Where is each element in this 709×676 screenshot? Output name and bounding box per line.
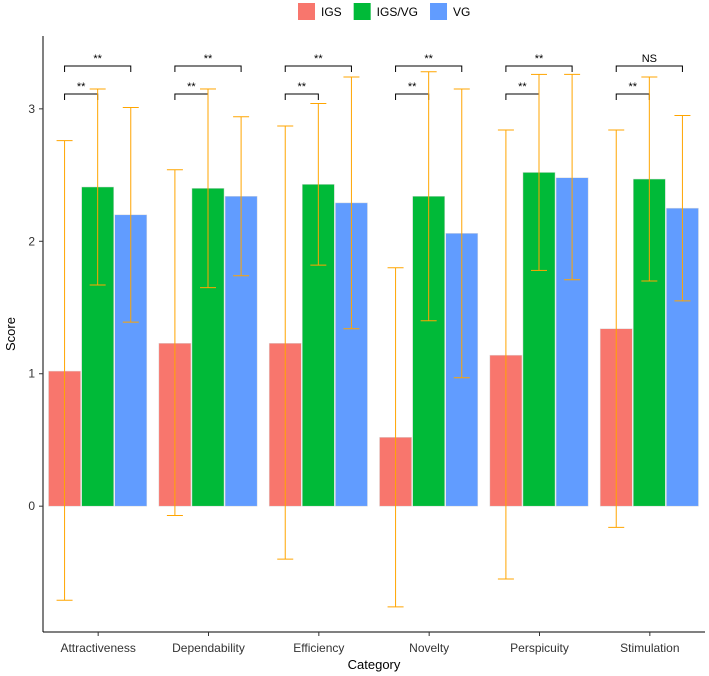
significance-label: ** xyxy=(93,53,102,65)
bars xyxy=(48,172,699,507)
significance-label: ** xyxy=(424,53,433,65)
y-tick-label: 2 xyxy=(28,234,35,248)
y-tick-label: 3 xyxy=(28,102,35,116)
legend-label-vg: VG xyxy=(453,5,470,19)
error-bar-vg-perspicuity xyxy=(564,73,581,281)
bracket-igs-vs-vg-novelty: ** xyxy=(395,53,463,72)
legend-swatch-igs xyxy=(298,3,315,20)
x-tick-label: Stimulation xyxy=(620,641,679,655)
bracket-igs-vs-vg-dependability: ** xyxy=(174,53,242,72)
legend-item-igs-vg: IGS/VG xyxy=(353,3,418,20)
legend-item-igs: IGS xyxy=(298,3,342,20)
y-tick-label: 0 xyxy=(28,499,35,513)
legend-item-vg: VG xyxy=(430,3,470,20)
significance-label: ** xyxy=(298,81,307,93)
significance-label: ** xyxy=(629,81,638,93)
error-bar-vg-attractiveness xyxy=(122,107,139,323)
x-tick-label: Dependability xyxy=(172,641,245,655)
significance-label: ** xyxy=(77,81,86,93)
error-bar-igs-vg-efficiency xyxy=(310,103,327,266)
significance-label: ** xyxy=(187,81,196,93)
error-bars xyxy=(56,71,691,608)
error-bar-igs-vg-dependability xyxy=(200,88,216,289)
error-bar-igs-perspicuity xyxy=(497,129,514,580)
x-tick-label: Attractiveness xyxy=(60,641,135,655)
error-bar-igs-vg-stimulation xyxy=(641,76,658,282)
legend-label-igs: IGS xyxy=(321,5,342,19)
error-bar-igs-vg-attractiveness xyxy=(89,88,106,286)
error-bar-vg-stimulation xyxy=(674,114,691,302)
x-axis-title: Category xyxy=(348,657,401,672)
bracket-igs-vs-vg-efficiency: ** xyxy=(284,53,352,72)
x-tick-label: Efficiency xyxy=(293,641,344,655)
bar-igs-vg-efficiency xyxy=(302,184,335,507)
error-bar-igs-vg-perspicuity xyxy=(531,73,547,271)
error-bar-vg-novelty xyxy=(453,88,470,379)
legend-swatch-igs-vg xyxy=(353,3,371,20)
error-bar-igs-attractiveness xyxy=(56,140,73,601)
bracket-igs-vs-igsvg-perspicuity: ** xyxy=(505,81,540,100)
error-bar-igs-stimulation xyxy=(608,129,625,528)
y-tick-label: 1 xyxy=(28,367,35,381)
error-bar-vg-efficiency xyxy=(343,76,360,330)
error-bar-igs-efficiency xyxy=(277,125,294,560)
x-tick-label: Novelty xyxy=(409,641,449,655)
significance-label: ** xyxy=(204,53,213,65)
legend: IGS IGS/VG VG xyxy=(298,3,470,20)
bracket-igs-vs-vg-perspicuity: ** xyxy=(505,53,573,72)
bracket-igs-vs-igsvg-attractiveness: ** xyxy=(64,81,99,100)
bracket-igs-vs-vg-stimulation: NS xyxy=(615,53,683,72)
error-bar-igs-novelty xyxy=(387,267,404,608)
y-axis-title: Score xyxy=(3,317,18,351)
axes: 0 1 2 3 Attractiveness Dependability Efficienc… xyxy=(28,36,705,655)
error-bar-vg-dependability xyxy=(233,116,250,277)
bracket-igs-vs-vg-attractiveness: ** xyxy=(64,53,132,72)
error-bar-igs-vg-novelty xyxy=(420,71,437,322)
significance-label: ** xyxy=(314,53,323,65)
significance-label: ** xyxy=(518,81,527,93)
significance-brackets: ** ** ** ** ** ** ** ** ** ** ** NS xyxy=(64,53,683,100)
bracket-igs-vs-igsvg-dependability: ** xyxy=(174,81,209,100)
significance-label: ** xyxy=(408,81,417,93)
bracket-igs-vs-igsvg-novelty: ** xyxy=(395,81,430,100)
legend-swatch-vg xyxy=(430,3,448,20)
significance-label: ** xyxy=(535,53,544,65)
error-bar-igs-dependability xyxy=(166,169,183,516)
legend-label-igs-vg: IGS/VG xyxy=(377,5,418,19)
significance-label: NS xyxy=(642,53,657,65)
x-tick-label: Perspicuity xyxy=(510,641,569,655)
bracket-igs-vs-igsvg-efficiency: ** xyxy=(284,81,319,100)
bracket-igs-vs-igsvg-stimulation: ** xyxy=(615,81,650,100)
